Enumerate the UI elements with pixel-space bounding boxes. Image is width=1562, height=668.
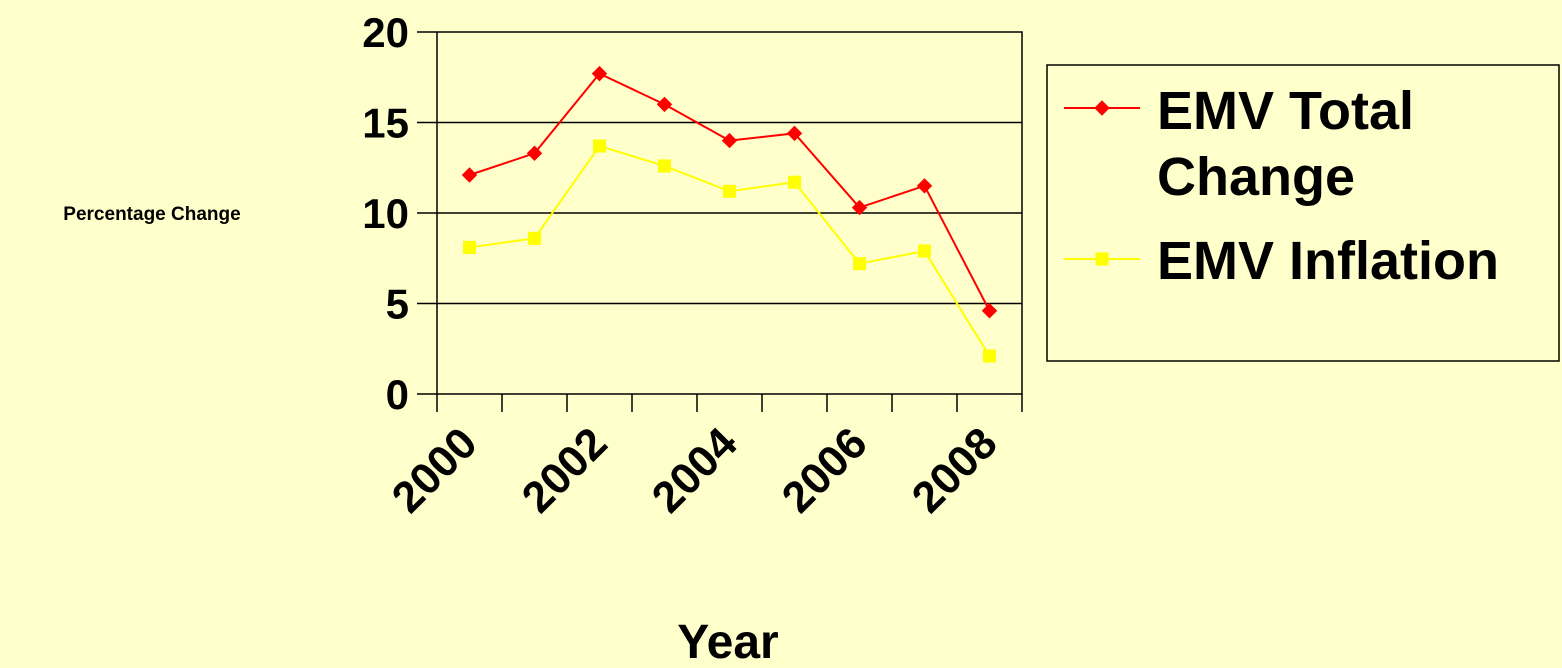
data-point: [853, 257, 866, 271]
y-tick-label: 10: [362, 190, 409, 237]
data-point: [721, 132, 738, 149]
legend-label: Change: [1157, 147, 1355, 207]
legend-swatch-marker: [1094, 100, 1110, 116]
data-point: [851, 199, 868, 216]
x-tick-label: 2000: [383, 418, 487, 522]
legend-swatch-marker: [1095, 252, 1109, 266]
axes: [417, 31, 1023, 412]
data-point: [591, 65, 608, 82]
x-tick-label: 2008: [903, 418, 1007, 522]
x-tick-label: 2006: [773, 418, 877, 522]
series: [461, 65, 998, 363]
x-axis-title: Year: [677, 616, 778, 668]
y-tick-label: 15: [362, 100, 409, 147]
legend-box: [1046, 64, 1560, 362]
data-point: [656, 96, 673, 113]
data-point: [723, 184, 736, 198]
x-tick-labels: 2000 2002 2004 2006 2008: [383, 418, 1007, 522]
data-point: [526, 145, 543, 161]
data-point: [461, 167, 478, 183]
y-tick-label: 20: [362, 9, 409, 56]
x-tick-label: 2004: [643, 418, 747, 522]
legend-label: EMV Inflation: [1157, 231, 1499, 291]
data-point: [786, 125, 803, 142]
data-point: [593, 139, 606, 153]
y-tick-labels: 0 5 10 15 20: [362, 9, 409, 418]
data-point: [916, 178, 933, 194]
grid: [437, 121, 1022, 305]
x-tick-label: 2002: [513, 418, 617, 522]
series-1: [463, 139, 996, 363]
data-point: [658, 159, 671, 173]
legend-label: EMV Total: [1157, 81, 1414, 141]
data-point: [981, 303, 998, 319]
data-point: [918, 244, 931, 258]
y-axis-title: Percentage Change: [63, 204, 240, 225]
y-tick-label: 5: [386, 281, 409, 328]
series-line: [469, 144, 991, 357]
legend-item: EMV Inflation: [1064, 231, 1499, 291]
data-point: [788, 175, 801, 189]
series-0: [461, 65, 998, 319]
y-tick-label: 0: [386, 371, 409, 418]
data-point: [983, 349, 996, 363]
data-point: [528, 231, 541, 245]
data-point: [463, 240, 476, 254]
